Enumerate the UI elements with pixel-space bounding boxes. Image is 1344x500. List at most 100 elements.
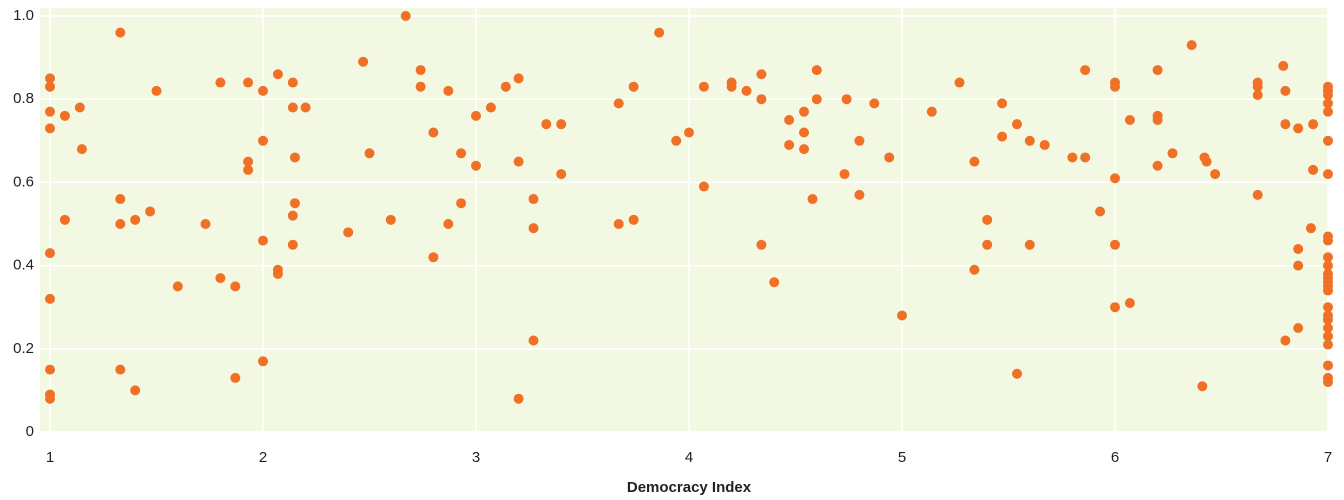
- point: [215, 273, 226, 284]
- point: [1323, 135, 1333, 146]
- y-tick-label: 0.8: [13, 90, 34, 107]
- point: [1308, 119, 1319, 130]
- point: [784, 115, 795, 125]
- point: [1152, 115, 1163, 125]
- point: [1186, 40, 1197, 51]
- point: [1252, 90, 1263, 101]
- point: [358, 56, 369, 67]
- point: [1323, 90, 1333, 101]
- point: [799, 144, 810, 155]
- point: [289, 152, 300, 163]
- point: [272, 268, 283, 279]
- point: [1067, 152, 1078, 163]
- point: [756, 94, 767, 105]
- point: [756, 69, 767, 80]
- point: [1252, 81, 1263, 92]
- point: [982, 214, 993, 225]
- point: [230, 281, 241, 292]
- point: [671, 135, 682, 146]
- point: [45, 106, 55, 117]
- point: [385, 214, 396, 225]
- point: [1278, 60, 1289, 71]
- y-tick-label: 0.6: [13, 173, 34, 190]
- point: [1305, 223, 1316, 234]
- point: [839, 169, 850, 180]
- x-tick-label: 7: [1324, 449, 1332, 466]
- point: [258, 85, 268, 96]
- point: [200, 219, 211, 229]
- point: [115, 27, 126, 38]
- point: [799, 127, 810, 138]
- x-tick-label: 1: [46, 449, 54, 466]
- point: [1110, 81, 1120, 92]
- point: [364, 148, 375, 159]
- point: [799, 106, 810, 117]
- x-tick-label: 2: [259, 449, 267, 466]
- point: [1280, 119, 1291, 130]
- point: [1323, 377, 1333, 388]
- point: [1124, 298, 1135, 309]
- point: [59, 110, 70, 121]
- point: [130, 214, 141, 225]
- point: [1012, 368, 1023, 379]
- point: [1323, 285, 1333, 296]
- point: [784, 139, 795, 150]
- point: [1293, 260, 1304, 271]
- point: [1323, 106, 1333, 117]
- point: [1293, 323, 1304, 333]
- point: [513, 393, 524, 404]
- point: [428, 252, 439, 263]
- point: [997, 98, 1008, 109]
- point: [1039, 139, 1050, 150]
- point: [1012, 119, 1023, 130]
- point: [59, 214, 70, 225]
- point: [287, 77, 298, 88]
- point: [841, 94, 852, 105]
- point: [698, 181, 709, 192]
- point: [415, 81, 426, 92]
- y-tick-label: 1.0: [13, 7, 34, 24]
- point: [115, 219, 126, 229]
- point: [854, 135, 865, 146]
- point: [997, 131, 1008, 142]
- point: [443, 219, 454, 229]
- point: [1024, 239, 1035, 250]
- x-tick-label: 6: [1111, 449, 1119, 466]
- point: [415, 65, 426, 76]
- point: [258, 135, 268, 146]
- point: [151, 85, 162, 96]
- point: [1152, 160, 1163, 171]
- point: [769, 277, 780, 288]
- point: [954, 77, 965, 88]
- point: [289, 198, 300, 209]
- point: [1323, 235, 1333, 246]
- point: [456, 198, 467, 209]
- point: [613, 219, 624, 229]
- point: [471, 110, 481, 121]
- point: [1323, 314, 1333, 325]
- point: [258, 356, 268, 367]
- point: [1152, 65, 1163, 76]
- point: [628, 214, 639, 225]
- point: [726, 81, 737, 92]
- point: [1095, 206, 1106, 217]
- point: [45, 248, 55, 259]
- point: [1323, 260, 1333, 271]
- point: [300, 102, 311, 113]
- point: [1080, 152, 1091, 163]
- point: [926, 106, 937, 117]
- point: [1280, 335, 1291, 346]
- point: [1167, 148, 1178, 159]
- point: [287, 210, 298, 221]
- point: [243, 164, 254, 175]
- point: [756, 239, 767, 250]
- point: [513, 156, 524, 167]
- point: [443, 85, 454, 96]
- x-axis-label: Democracy Index: [627, 479, 752, 496]
- point: [811, 94, 822, 105]
- point: [287, 239, 298, 250]
- point: [45, 364, 55, 375]
- point: [654, 27, 665, 38]
- point: [811, 65, 822, 76]
